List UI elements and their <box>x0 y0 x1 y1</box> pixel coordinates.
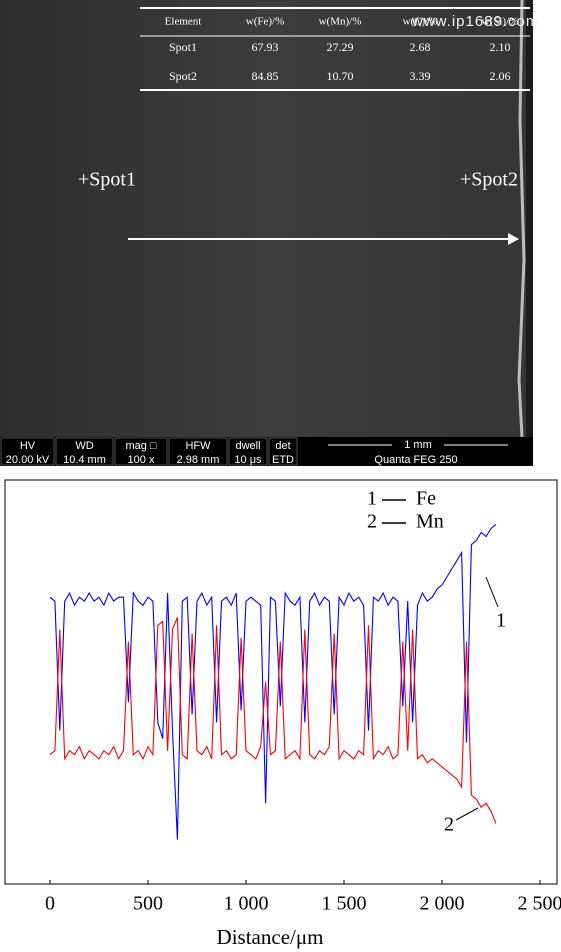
info-cell <box>0 437 55 466</box>
info-header: HFW <box>185 440 211 452</box>
line-series <box>49 617 497 824</box>
sem-image <box>0 0 533 437</box>
table-cell: Spot1 <box>169 40 197 54</box>
table-cell: 10.70 <box>327 69 354 83</box>
table-header: w(Fe)/% <box>246 16 285 28</box>
info-value: 10 μs <box>234 454 262 466</box>
table-cell: Spot2 <box>169 69 197 83</box>
info-header: det <box>275 440 290 452</box>
table-header: w(Mn)/% <box>319 16 362 28</box>
x-tick-label: 1 500 <box>322 893 367 915</box>
leader <box>455 807 479 821</box>
info-cell <box>55 437 114 466</box>
scan-arrow-head <box>508 233 519 245</box>
line-series <box>49 523 497 840</box>
info-header: mag □ <box>125 440 156 452</box>
scale-label: 1 mm <box>404 439 432 451</box>
table-cell: 27.29 <box>327 40 354 54</box>
x-tick-label: 0 <box>45 893 55 915</box>
legend-number: 1 <box>367 488 377 510</box>
table-header: Element <box>165 16 202 28</box>
table-cell: 67.93 <box>252 40 279 54</box>
info-header: dwell <box>235 440 260 452</box>
curve-label: 1 <box>496 610 506 632</box>
table-cell: 3.39 <box>410 69 431 83</box>
table-cell: 84.85 <box>252 69 279 83</box>
info-cell <box>268 437 298 466</box>
info-value: 20.00 kV <box>6 454 50 466</box>
sem-edge-dark <box>526 0 533 437</box>
table-cell: 2.68 <box>410 40 431 54</box>
info-cell <box>228 437 268 466</box>
legend-number: 2 <box>367 511 377 533</box>
x-tick-label: 500 <box>133 893 163 915</box>
x-tick-label: 2 000 <box>420 893 465 915</box>
x-tick-label: 2 500 <box>518 893 561 915</box>
sem-edge <box>517 0 526 438</box>
table-header: w(C)/% <box>403 16 438 28</box>
spot-label: +Spot2 <box>460 169 518 191</box>
info-cell <box>168 437 228 466</box>
instrument: Quanta FEG 250 <box>374 454 457 466</box>
info-header: WD <box>75 440 93 452</box>
info-value: 10.4 mm <box>63 454 106 466</box>
table-cell: 2.06 <box>490 69 511 83</box>
info-bar <box>0 437 533 466</box>
plot-frame <box>4 479 558 885</box>
table-header: w(Si)/% <box>482 16 519 28</box>
spot-label: +Spot1 <box>78 169 136 191</box>
x-axis-label: Distance/μm <box>217 925 324 949</box>
info-value: 2.98 mm <box>177 454 220 466</box>
x-tick-label: 1 000 <box>224 893 269 915</box>
info-value: 100 x <box>128 454 155 466</box>
info-cell <box>114 437 168 466</box>
curve-label: 2 <box>444 814 454 836</box>
legend-label: Mn <box>416 511 444 533</box>
leader <box>485 576 499 608</box>
info-header: HV <box>20 440 36 452</box>
legend-label: Fe <box>416 488 436 510</box>
table-cell: 2.10 <box>490 40 511 54</box>
watermark: www.ip1689.com <box>411 13 539 30</box>
info-value: ETD <box>272 454 294 466</box>
scale-bg <box>392 438 444 452</box>
